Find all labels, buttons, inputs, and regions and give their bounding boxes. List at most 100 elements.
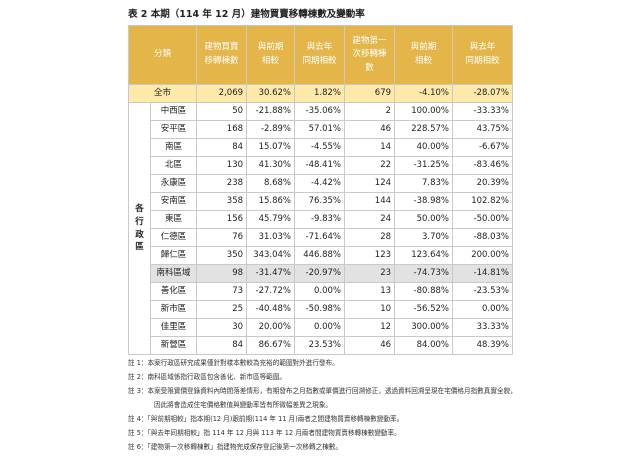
cell: -83.46%: [452, 156, 514, 175]
cell: 84: [196, 336, 248, 355]
cell: 84: [196, 138, 248, 157]
data-row: 北區 130 41.30% -48.41% 22 -31.25% -83.46%: [129, 156, 514, 175]
cell: 123: [344, 246, 396, 265]
cell: 永康區: [149, 174, 198, 193]
cell: 144: [344, 192, 396, 211]
cell: 12: [344, 318, 396, 337]
note: 註 5：「與去年同期相較」指 114 年 12 月與 113 年 12 月兩者間…: [128, 429, 401, 437]
cell: 東區: [149, 210, 198, 229]
cell: 84.00%: [394, 336, 454, 355]
cell: 679: [344, 84, 396, 103]
cell: 22: [344, 156, 396, 175]
group-label: 各行政區: [128, 102, 151, 355]
cell: -50.98%: [294, 300, 346, 319]
cell: 24: [344, 210, 396, 229]
cell: -4.10%: [394, 84, 454, 103]
cell: 新營區: [149, 336, 198, 355]
cell: 14: [344, 138, 396, 157]
data-row: 歸仁區 350 343.04% 446.88% 123 123.64% 200.00%: [129, 246, 514, 265]
cell: -4.55%: [294, 138, 346, 157]
cell: -48.41%: [294, 156, 346, 175]
cell: -40.48%: [246, 300, 296, 319]
data-row: 東區 156 45.79% -9.83% 24 50.00% -50.00%: [129, 210, 514, 229]
cell: 全市: [127, 84, 198, 103]
cell: 100.00%: [394, 102, 454, 121]
cell: 358: [196, 192, 248, 211]
cell: -31.47%: [246, 264, 296, 283]
cell: -88.03%: [452, 228, 514, 247]
data-row: 安平區 168 -2.89% 57.01% 46 228.57% 43.75%: [129, 120, 514, 139]
cell: 2: [344, 102, 396, 121]
cell: 228.57%: [394, 120, 454, 139]
cell: 善化區: [149, 282, 198, 301]
notes: 註 1：本案行政區研究成果僅針對樣本數較為充裕的範圍對外進行發布。註 2：南科區…: [128, 356, 518, 454]
cell: 0.00%: [294, 318, 346, 337]
header-row: 分類 建物買賣 移轉棟數 與前期 相較 與去年 同期相較 建物第一 次移轉棟 數與前期 …: [127, 25, 514, 85]
cell: 25: [196, 300, 248, 319]
cell: 31.03%: [246, 228, 296, 247]
cell: 50: [196, 102, 248, 121]
header-cell: 建物第一 次移轉棟 數: [344, 25, 396, 85]
cell: 130: [196, 156, 248, 175]
cell: -80.88%: [394, 282, 454, 301]
cell: 歸仁區: [149, 246, 198, 265]
cell: 北區: [149, 156, 198, 175]
data-row: 佳里區 30 20.00% 0.00% 12 300.00% 33.33%: [129, 318, 514, 337]
data-row: 南科區域 98 -31.47% -20.97% 23 -74.73% -14.81%: [129, 264, 514, 283]
total-row: 全市 2,069 30.62% 1.82% 679 -4.10% -28.07%: [127, 84, 514, 103]
data-row: 善化區 73 -27.72% 0.00% 13 -80.88% -23.53%: [129, 282, 514, 301]
header-cell: 與前期 相較: [394, 25, 454, 85]
cell: 98: [196, 264, 248, 283]
cell: -56.52%: [394, 300, 454, 319]
cell: 3.70%: [394, 228, 454, 247]
data-table: 分類 建物買賣 移轉棟數 與前期 相較 與去年 同期相較 建物第一 次移轉棟 數與前期 …: [127, 25, 514, 355]
cell: 76.35%: [294, 192, 346, 211]
cell: 300.00%: [394, 318, 454, 337]
data-row: 仁德區 76 31.03% -71.64% 28 3.70% -88.03%: [129, 228, 514, 247]
cell: -33.33%: [452, 102, 514, 121]
cell: -28.07%: [452, 84, 514, 103]
cell: 7.83%: [394, 174, 454, 193]
note: 註 2：南科區域係指行政區包含善化、新市區等範圍。: [128, 373, 286, 381]
header-cell: 與去年 同期相較: [452, 25, 514, 85]
cell: 123.64%: [394, 246, 454, 265]
cell: 350: [196, 246, 248, 265]
cell: -2.89%: [246, 120, 296, 139]
cell: 46: [344, 120, 396, 139]
cell: 仁德區: [149, 228, 198, 247]
data-row: 安南區 358 15.86% 76.35% 144 -38.98% 102.82%: [129, 192, 514, 211]
note: 註 1：本案行政區研究成果僅針對樣本數較為充裕的範圍對外進行發布。: [128, 359, 339, 367]
cell: 57.01%: [294, 120, 346, 139]
data-row: 永康區 238 8.68% -4.42% 124 7.83% 20.39%: [129, 174, 514, 193]
cell: -20.97%: [294, 264, 346, 283]
cell: 安南區: [149, 192, 198, 211]
table-title: 表 2 本期（114 年 12 月）建物買賣移轉棟數及變動率: [128, 9, 365, 20]
cell: -14.81%: [452, 264, 514, 283]
cell: 41.30%: [246, 156, 296, 175]
cell: 佳里區: [149, 318, 198, 337]
cell: 48.39%: [452, 336, 514, 355]
cell: 23.53%: [294, 336, 346, 355]
cell: -23.53%: [452, 282, 514, 301]
cell: 23: [344, 264, 396, 283]
cell: -9.83%: [294, 210, 346, 229]
cell: -6.67%: [452, 138, 514, 157]
note: 註 4：「與前期相較」指本期(12 月)跟前期(114 年 11 月)兩者之間建…: [128, 415, 404, 423]
cell: 安平區: [149, 120, 198, 139]
cell: 2,069: [196, 84, 248, 103]
cell: -38.98%: [394, 192, 454, 211]
cell: 新市區: [149, 300, 198, 319]
cell: 南區: [149, 138, 198, 157]
cell: 50.00%: [394, 210, 454, 229]
cell: -35.06%: [294, 102, 346, 121]
cell: 200.00%: [452, 246, 514, 265]
cell: 43.75%: [452, 120, 514, 139]
header-cell: 與前期 相較: [246, 25, 296, 85]
cell: 0.00%: [452, 300, 514, 319]
cell: 33.33%: [452, 318, 514, 337]
cell: 76: [196, 228, 248, 247]
cell: 15.07%: [246, 138, 296, 157]
cell: 168: [196, 120, 248, 139]
cell: 45.79%: [246, 210, 296, 229]
